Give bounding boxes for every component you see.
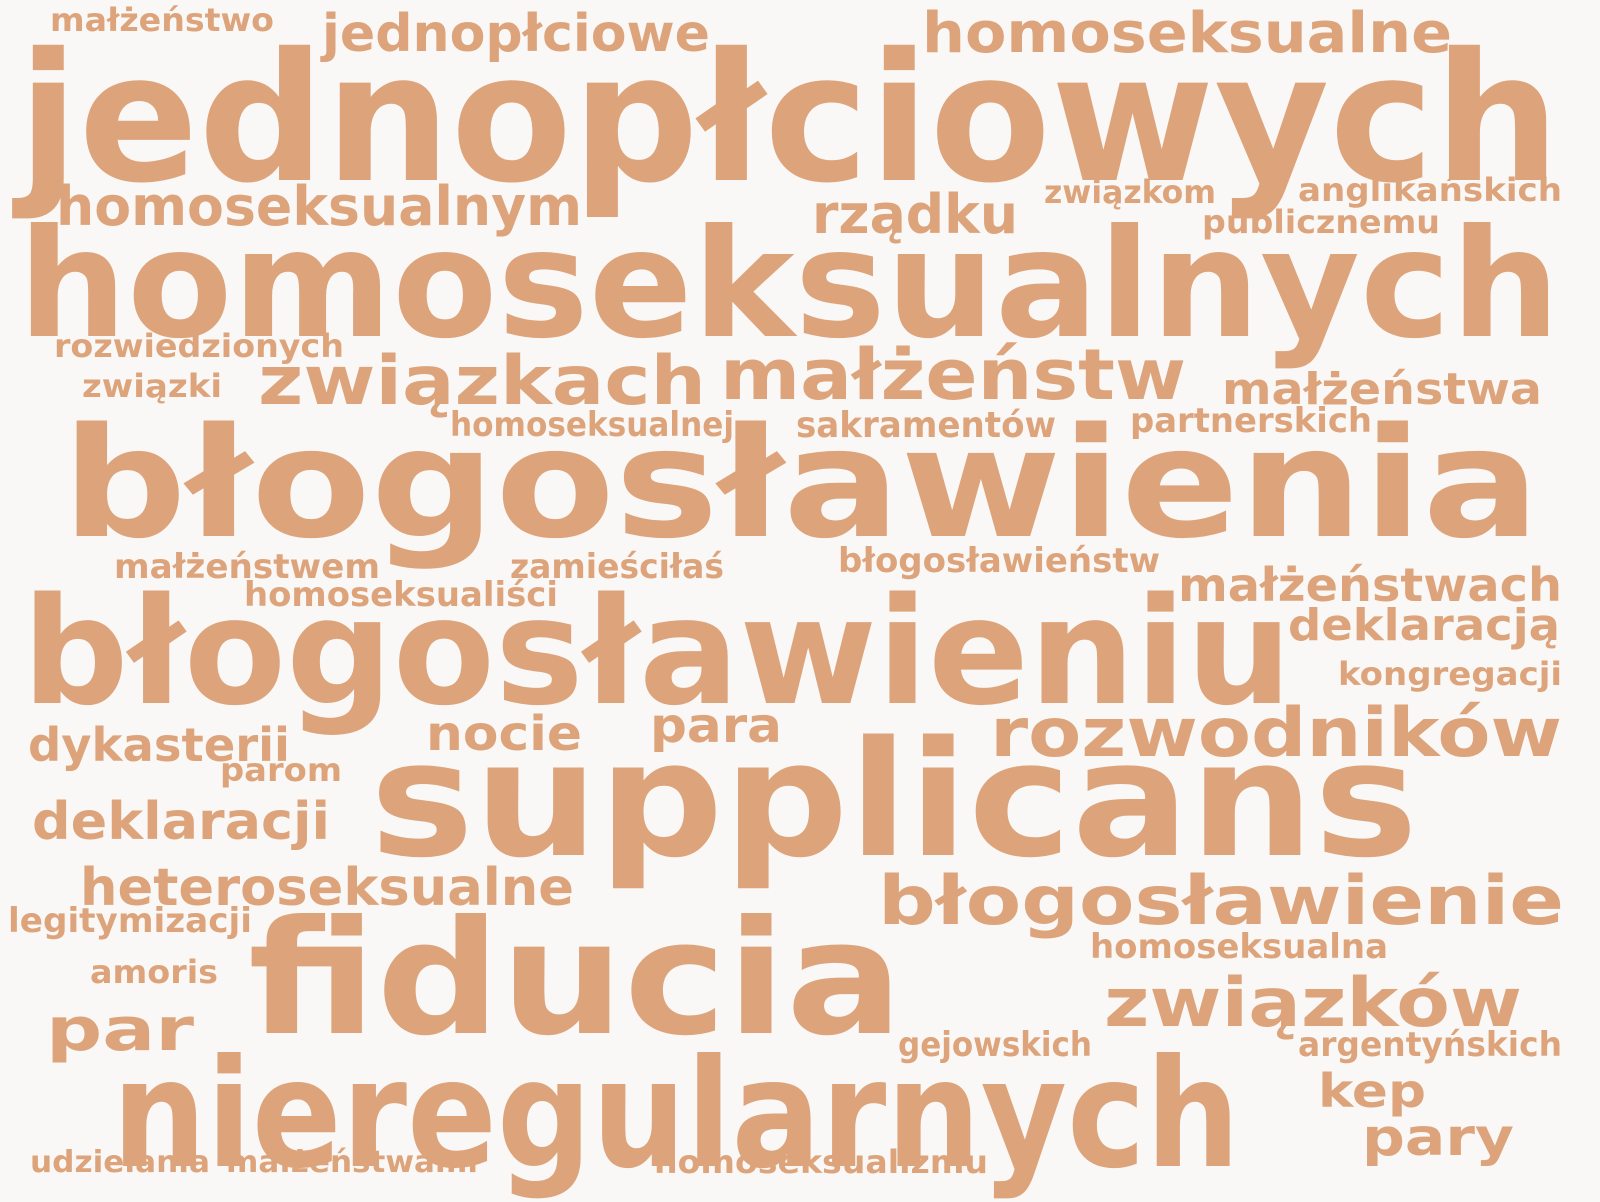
word-gejowskich: gejowskich: [898, 1025, 1092, 1065]
word-zwiazki: związki: [82, 367, 222, 405]
word-malzenstw: małżeństw: [720, 334, 1187, 416]
word-nocie: nocie: [426, 706, 583, 762]
word-malzenstwami: małżeństwami: [226, 1145, 478, 1180]
word-publicznemu: publicznemu: [1202, 203, 1440, 241]
word-partnerskich: partnerskich: [1130, 401, 1373, 441]
word-blogoslawienie: błogosławienie: [878, 862, 1565, 941]
word-zwiazkom: związkom: [1044, 173, 1217, 211]
word-kongregacji: kongregacji: [1338, 655, 1563, 693]
word-para: para: [650, 698, 782, 754]
word-homoseksualnym: homoseksualnym: [56, 175, 583, 238]
word-parom: parom: [220, 751, 343, 789]
word-malzenstwo: małżeństwo: [50, 1, 274, 39]
word-jednoplciowe: jednopłciowe: [322, 4, 711, 64]
word-malzenstwa: małżeństwa: [1222, 364, 1543, 415]
word-supplicans: supplicans: [370, 706, 1418, 893]
word-rozwiedzionych: rozwiedzionych: [54, 327, 345, 365]
word-malzenstwem: małżeństwem: [114, 547, 380, 587]
word-zamiescilas: zamieściłaś: [510, 547, 725, 587]
word-sakramentow: sakramentów: [796, 405, 1057, 446]
word-pary: pary: [1362, 1108, 1514, 1168]
word-par: par: [46, 995, 195, 1065]
word-deklaracja: deklaracją: [1288, 600, 1561, 651]
word-argentynskich: argentyńskich: [1298, 1025, 1563, 1065]
word-homoseksualisci: homoseksualiści: [244, 575, 558, 615]
word-anglikanskich: anglikańskich: [1298, 171, 1563, 209]
word-dykasterii: dykasterii: [28, 718, 290, 772]
word-zwiazkach: związkach: [258, 342, 707, 421]
word-amoris: amoris: [90, 953, 218, 991]
word-fiducia: fiducia: [248, 887, 904, 1071]
word-blogoslawienstw: błogosławieństw: [838, 541, 1161, 581]
word-jednoplciowych: jednopłciowych: [18, 15, 1560, 222]
word-udzielania: udzielania: [30, 1145, 211, 1180]
word-zwiazkow: związków: [1104, 964, 1522, 1043]
word-legitymizacji: legitymizacji: [8, 901, 253, 941]
word-homoseksualnych: homoseksualnych: [18, 198, 1560, 372]
word-rozwodnikow: rozwodników: [990, 694, 1562, 773]
word-nieregularnych: nieregularnych: [112, 1028, 1240, 1202]
word-homoseksualnej: homoseksualnej: [450, 405, 735, 445]
word-homoseksualne: homoseksualne: [922, 1, 1453, 66]
word-blogoslawienia: błogosławienia: [62, 395, 1540, 572]
word-heteroseksualne: heteroseksualne: [80, 858, 575, 918]
word-homoseksualizmu: homoseksualizmu: [654, 1143, 988, 1181]
word-kep: kep: [1318, 1064, 1427, 1118]
word-blogoslawieniu: błogosławieniu: [22, 566, 1293, 738]
word-deklaracji: deklaracji: [32, 792, 331, 852]
word-homoseksualna: homoseksualna: [1090, 927, 1389, 967]
word-malzenstwach: małżeństwach: [1178, 558, 1562, 612]
word-rzadku: rządku: [812, 183, 1019, 246]
